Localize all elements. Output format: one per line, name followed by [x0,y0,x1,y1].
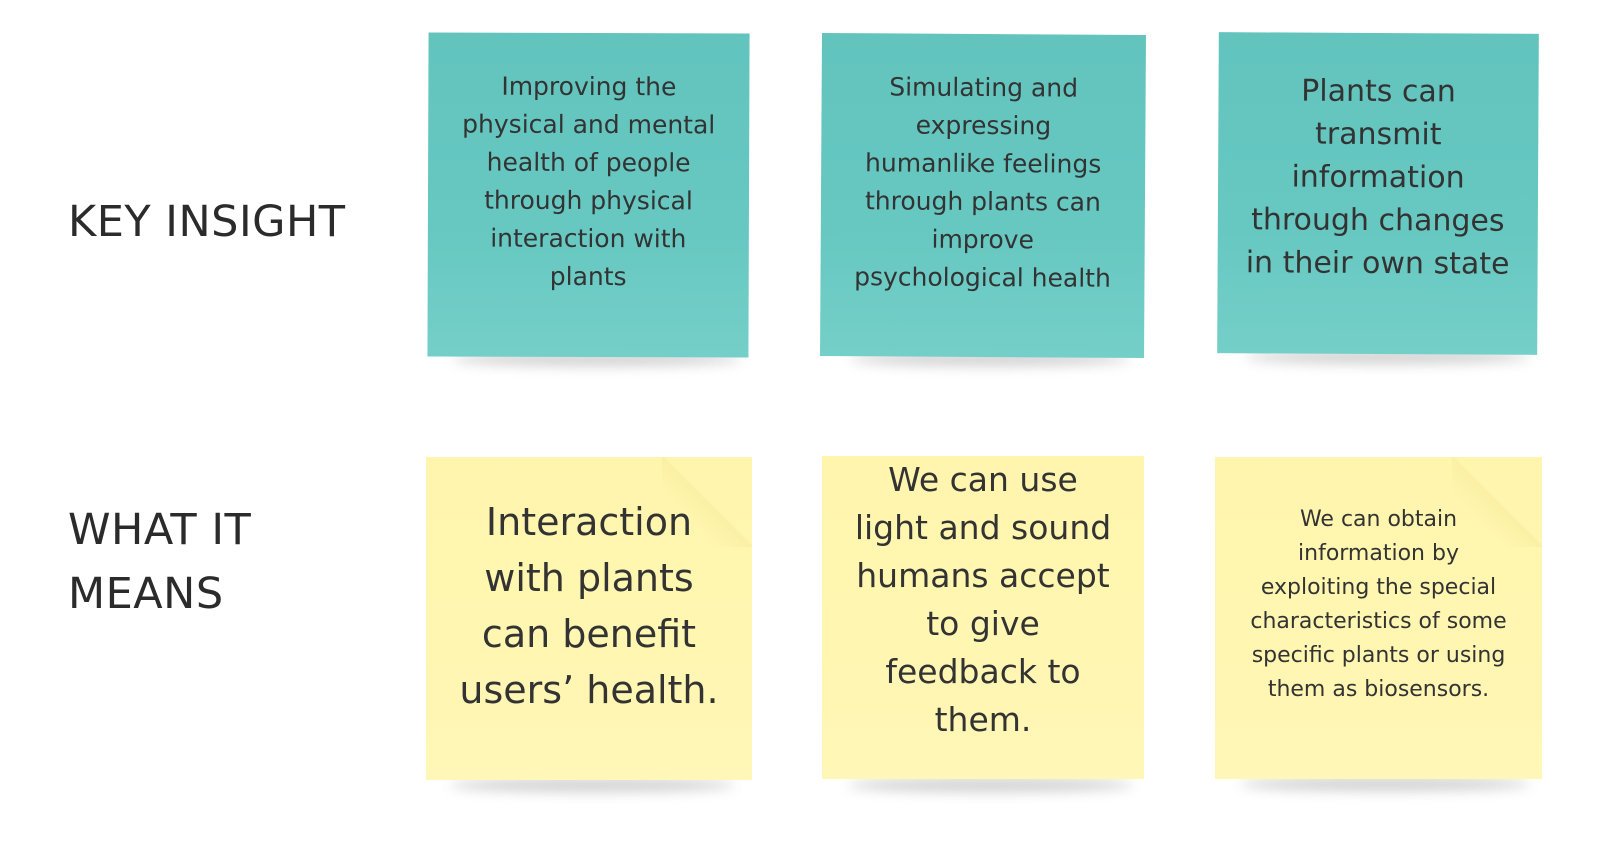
sticky-note-shadow [450,778,735,792]
row-label-what-it-means: WHAT IT MEANS [68,505,252,619]
sticky-note-shadow [1240,777,1530,791]
sticky-note-text: We can obtain information by exploiting … [1250,507,1507,702]
sticky-note-key-insight-1[interactable]: Improving the physical and mental health… [427,32,750,358]
sticky-note-key-insight-2[interactable]: Simulating and expressing humanlike feel… [820,33,1146,358]
sticky-note-key-insight-3[interactable]: Plants can transmit information through … [1217,32,1539,355]
sticky-note-shadow [848,778,1133,792]
row-label-key-insight: KEY INSIGHT [68,197,346,247]
sticky-note-text: Interaction with plants can benefit user… [459,499,719,712]
sticky-note-what-it-means-1[interactable]: Interaction with plants can benefit user… [426,457,752,780]
sticky-note-text: Plants can transmit information through … [1245,73,1510,282]
sticky-note-text: We can use light and sound humans accept… [854,459,1112,739]
sticky-note-text: Simulating and expressing humanlike feel… [854,71,1111,293]
sticky-note-what-it-means-3[interactable]: We can obtain information by exploiting … [1215,457,1542,779]
sticky-note-what-it-means-2[interactable]: We can use light and sound humans accept… [822,456,1144,779]
sticky-note-text: Improving the physical and mental health… [462,71,716,292]
